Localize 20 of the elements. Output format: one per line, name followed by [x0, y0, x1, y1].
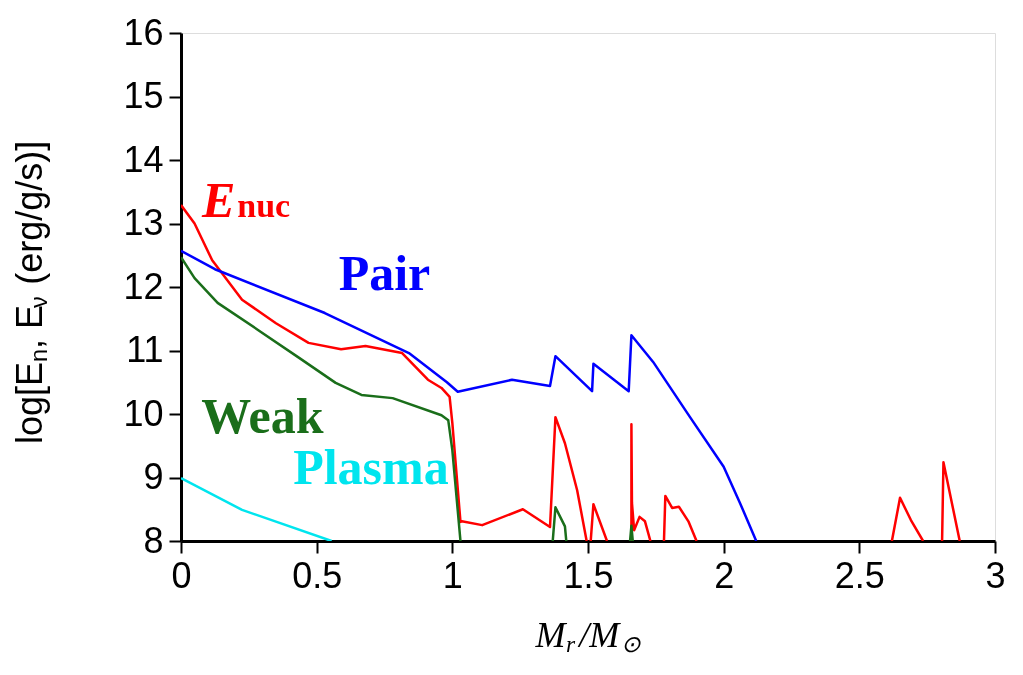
x-tick-label: 2	[714, 554, 735, 596]
y-tick-label: 12	[123, 265, 164, 307]
y-tick-label: 13	[123, 202, 164, 243]
x-tick-label: 0	[171, 554, 192, 596]
y-axis-title: log[En, Eν (erg/g/s)]	[9, 140, 52, 445]
y-tick-label: 11	[126, 329, 164, 370]
line-series	[181, 249, 758, 541]
series-label: Pair	[338, 245, 431, 302]
y-tick-label: 9	[143, 456, 164, 497]
x-tick-label: 1	[442, 554, 463, 596]
series-label: Enuc	[200, 172, 291, 229]
y-tick-label: 10	[123, 392, 164, 434]
y-tick-label: 15	[123, 75, 164, 116]
y-tick-label: 8	[143, 519, 164, 561]
x-tick-label: 0.5	[292, 554, 343, 596]
x-tick-label: 1.5	[563, 554, 614, 596]
x-tick-label: 3	[985, 554, 1006, 596]
x-tick-label: 2.5	[834, 554, 885, 596]
y-tick-label: 14	[123, 138, 164, 180]
y-tick-label: 16	[123, 11, 164, 53]
